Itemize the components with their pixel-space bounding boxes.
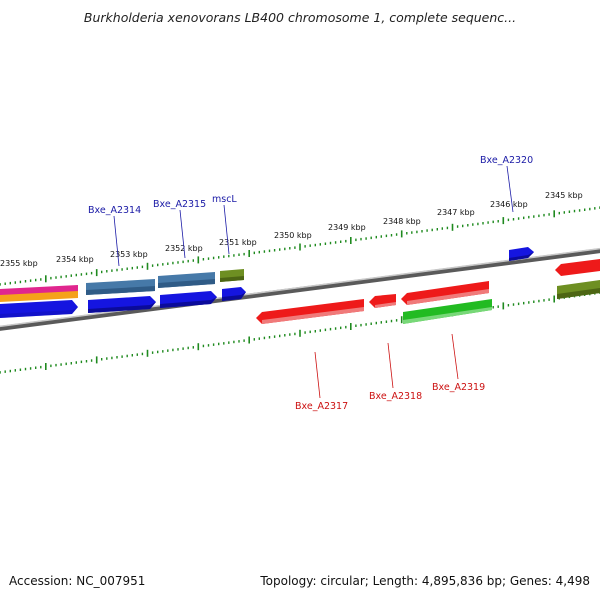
gene-feature-bxe-a2320[interactable] bbox=[509, 247, 534, 261]
gene-label-mscl[interactable]: mscL bbox=[212, 194, 237, 205]
gene-label-bxe-a2317[interactable]: Bxe_A2317 bbox=[295, 401, 348, 412]
kbp-label: 2354 kbp bbox=[56, 255, 94, 264]
chromosome-backbone bbox=[0, 248, 600, 331]
kbp-label: 2348 kbp bbox=[383, 217, 421, 226]
kbp-label: 2355 kbp bbox=[0, 259, 38, 268]
gene-label-bxe-a2320[interactable]: Bxe_A2320 bbox=[480, 155, 533, 166]
kbp-label: 2345 kbp bbox=[545, 191, 583, 200]
kbp-label: 2353 kbp bbox=[110, 250, 148, 259]
label-leaders-bottom bbox=[314, 333, 459, 399]
gene-feature-bxe-a2319[interactable] bbox=[401, 281, 492, 324]
gene-feature-left-strips[interactable] bbox=[0, 285, 78, 318]
label-leaders-top bbox=[113, 165, 514, 267]
gene-feature-bxe-a2317[interactable] bbox=[256, 299, 364, 324]
gene-label-bxe-a2318[interactable]: Bxe_A2318 bbox=[369, 391, 422, 402]
gene-feature-bxe-a2315[interactable] bbox=[158, 272, 217, 308]
gene-label-bxe-a2315[interactable]: Bxe_A2315 bbox=[153, 199, 206, 210]
kbp-label: 2350 kbp bbox=[274, 231, 312, 240]
gene-feature-right-edge[interactable] bbox=[555, 259, 600, 299]
gene-label-bxe-a2314[interactable]: Bxe_A2314 bbox=[88, 205, 141, 216]
gene-label-bxe-a2319[interactable]: Bxe_A2319 bbox=[432, 382, 485, 393]
bottom-tick-ruler bbox=[0, 291, 600, 374]
kbp-label: 2347 kbp bbox=[437, 208, 475, 217]
top-tick-ruler bbox=[0, 206, 600, 286]
map-title: Burkholderia xenovorans LB400 chromosome… bbox=[83, 10, 517, 25]
genome-summary: Topology: circular; Length: 4,895,836 bp… bbox=[260, 574, 590, 588]
gene-feature-bxe-a2318[interactable] bbox=[369, 294, 396, 308]
kbp-label: 2349 kbp bbox=[328, 223, 366, 232]
accession-info: Accession: NC_007951 bbox=[9, 574, 146, 588]
gene-feature-bxe-a2314[interactable] bbox=[86, 279, 156, 313]
gene-feature-mscl[interactable] bbox=[220, 269, 246, 301]
kbp-label: 2346 kbp bbox=[490, 200, 528, 209]
kbp-label: 2351 kbp bbox=[219, 238, 257, 247]
